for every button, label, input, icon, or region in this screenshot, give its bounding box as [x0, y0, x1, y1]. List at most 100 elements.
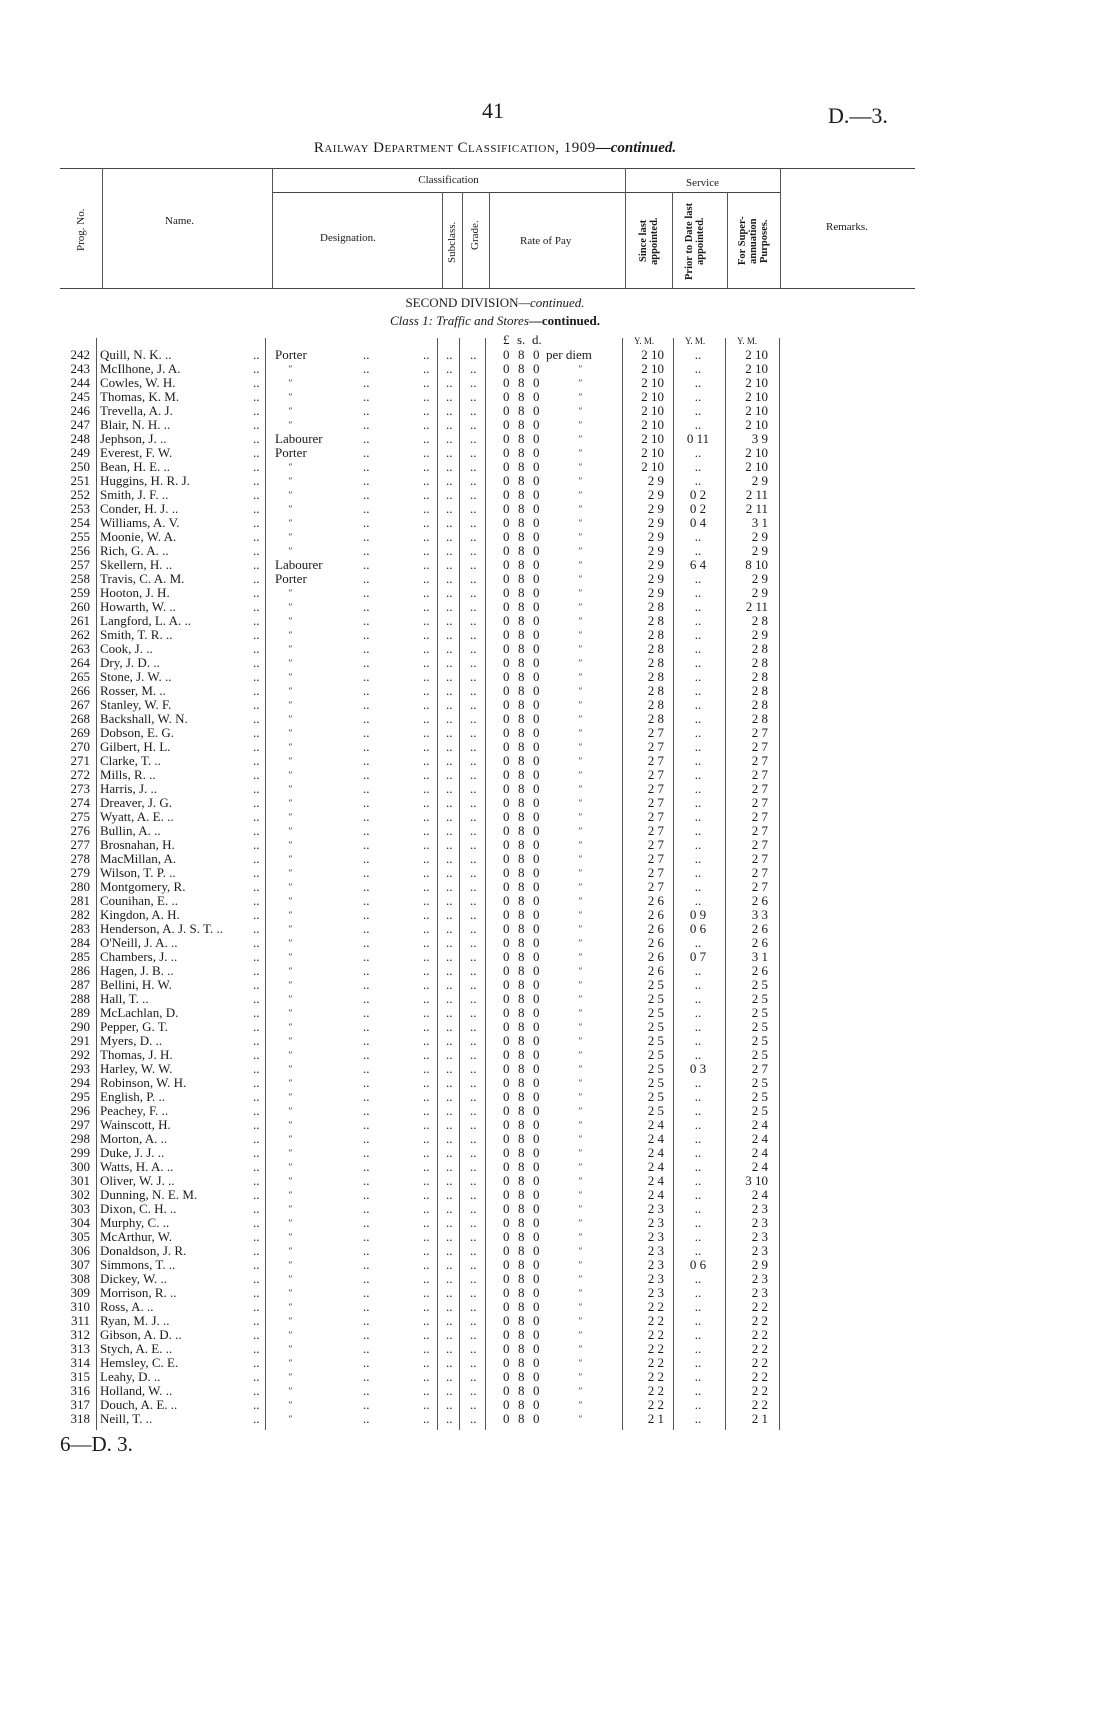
grade: .. [470, 949, 477, 964]
service-since-last: 2 7 [647, 739, 664, 754]
leader-dots: .. [363, 1103, 370, 1118]
rate-period: ″ [578, 1050, 582, 1060]
service-superannuation: 2 8 [751, 655, 768, 670]
prog-no: 299 [70, 1145, 91, 1160]
prog-no: 270 [70, 739, 91, 754]
rate-shillings: 8 [518, 543, 525, 558]
name: Robinson, W. H. [100, 1075, 187, 1090]
prog-no: 266 [70, 683, 91, 698]
service-prior: 0 2 [689, 501, 707, 516]
subclass: .. [446, 921, 453, 936]
prog-no: 256 [70, 543, 91, 558]
subclass: .. [446, 1047, 453, 1062]
leader-dots: .. [253, 1327, 260, 1342]
name: Dobson, E. G. [100, 725, 175, 740]
grade: .. [470, 907, 477, 922]
leader-dots: .. [423, 543, 430, 558]
rate-pence: 0 [533, 445, 540, 460]
subclass: .. [446, 375, 453, 390]
leader-dots: .. [363, 795, 370, 810]
rate-pounds: 0 [503, 1145, 510, 1160]
leader-dots: .. [423, 1145, 430, 1160]
service-since-last: 2 5 [647, 977, 664, 992]
name: Murphy, C. .. [100, 1215, 170, 1230]
grade: .. [470, 1327, 477, 1342]
table-row: 281 Counihan, E. .... ″........ 0 8 0 ″ 2 6.. 2 … [0, 894, 1114, 908]
leader-dots: .. [363, 613, 370, 628]
leader-dots: .. [363, 1047, 370, 1062]
subclass: .. [446, 627, 453, 642]
service-since-last: 2 7 [647, 851, 664, 866]
leader-dots: .. [253, 1285, 260, 1300]
rate-period: ″ [578, 1288, 582, 1298]
leader-dots: .. [253, 893, 260, 908]
rate-period: ″ [578, 1162, 582, 1172]
rate-pounds: 0 [503, 669, 510, 684]
service-prior: .. [694, 725, 702, 740]
table-row: 283 Henderson, A. J. S. T. .... ″........ 0… [0, 922, 1114, 936]
service-since-last: 2 3 [647, 1271, 664, 1286]
leader-dots: .. [423, 921, 430, 936]
service-since-last: 2 10 [641, 403, 664, 418]
table-row: 285 Chambers, J. .... ″........ 0 8 0 ″ 2 6 0 7 3… [0, 950, 1114, 964]
service-since-last: 2 8 [647, 669, 664, 684]
leader-dots: .. [423, 501, 430, 516]
rate-pounds: 0 [503, 1229, 510, 1244]
service-prior: .. [694, 641, 702, 656]
rate-period: ″ [578, 700, 582, 710]
leader-dots: .. [253, 403, 260, 418]
body-rule [779, 338, 780, 1430]
class-heading: Class 1: Traffic and Stores—continued. [0, 313, 990, 328]
service-superannuation: 2 6 [751, 935, 768, 950]
subclass: .. [446, 571, 453, 586]
table-row: 265 Stone, J. W. .... ″........ 0 8 0 ″ 2 8.. 2 … [0, 670, 1114, 684]
service-prior: .. [694, 1089, 702, 1104]
rate-pounds: 0 [503, 627, 510, 642]
subclass: .. [446, 683, 453, 698]
rate-pounds: 0 [503, 1103, 510, 1118]
name: Everest, F. W. [100, 445, 173, 460]
name: Holland, W. .. [100, 1383, 173, 1398]
prog-no: 258 [70, 571, 91, 586]
service-superannuation: 2 5 [751, 1019, 768, 1034]
service-prior: .. [694, 347, 702, 362]
prog-no: 262 [70, 627, 91, 642]
leader-dots: .. [253, 767, 260, 782]
service-superannuation: 3 9 [751, 431, 768, 446]
name: Peachey, F. .. [100, 1103, 169, 1118]
designation: ″ [288, 378, 292, 388]
service-since-last: 2 8 [647, 711, 664, 726]
designation: ″ [288, 406, 292, 416]
name: Simmons, T. .. [100, 1257, 176, 1272]
table-row: 253 Conder, H. J. .... ″........ 0 8 0 ″ 2 9 0 2… [0, 502, 1114, 516]
service-prior: .. [694, 417, 702, 432]
subclass: .. [446, 1369, 453, 1384]
grade: .. [470, 1047, 477, 1062]
leader-dots: .. [423, 1131, 430, 1146]
grade: .. [470, 963, 477, 978]
subclass: .. [446, 935, 453, 950]
service-prior: .. [694, 655, 702, 670]
leader-dots: .. [363, 641, 370, 656]
subclass: .. [446, 347, 453, 362]
rate-pence: 0 [533, 655, 540, 670]
rate-pence: 0 [533, 1229, 540, 1244]
leader-dots: .. [253, 1159, 260, 1174]
service-since-last: 2 9 [647, 585, 664, 600]
rate-shillings: 8 [518, 529, 525, 544]
rate-pence: 0 [533, 1075, 540, 1090]
name: Hooton, J. H. [100, 585, 170, 600]
leader-dots: .. [363, 1369, 370, 1384]
leader-dots: .. [253, 781, 260, 796]
service-prior: 0 4 [689, 515, 707, 530]
table-row: 257 Skellern, H. .... Labourer........ 0 8 0 ″… [0, 558, 1114, 572]
subclass: .. [446, 655, 453, 670]
rate-shillings: 8 [518, 613, 525, 628]
leader-dots: .. [423, 795, 430, 810]
rate-period: ″ [578, 1274, 582, 1284]
leader-dots: .. [253, 879, 260, 894]
rate-pence: 0 [533, 515, 540, 530]
leader-dots: .. [423, 1019, 430, 1034]
name: Morton, A. .. [100, 1131, 168, 1146]
service-prior: .. [694, 1285, 702, 1300]
